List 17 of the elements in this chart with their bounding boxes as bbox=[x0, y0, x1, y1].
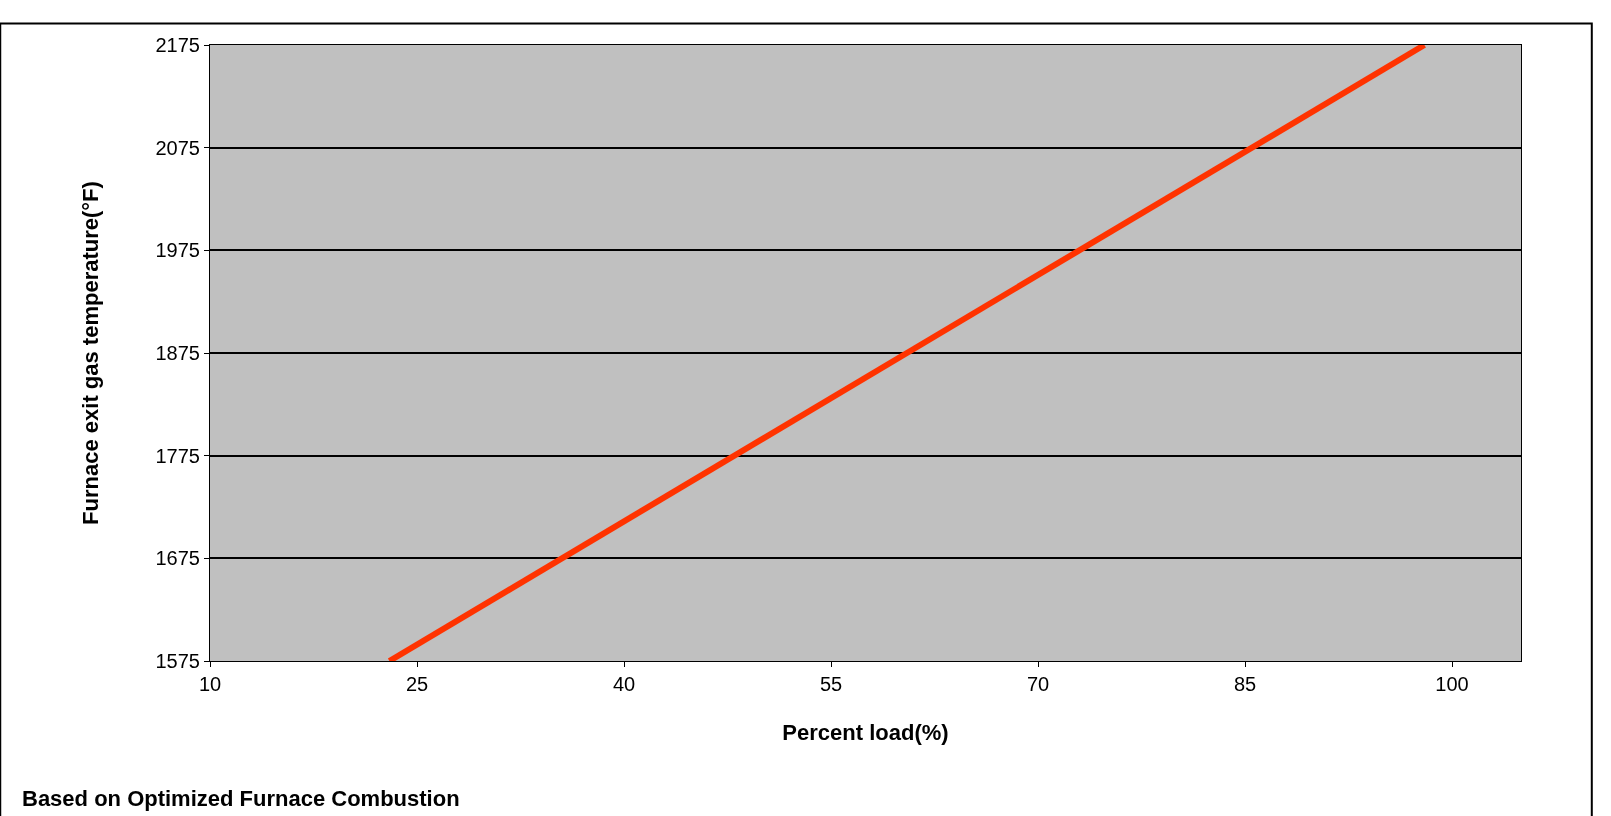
y-tick-label: 2175 bbox=[155, 34, 200, 56]
x-tick-label: 55 bbox=[819, 673, 843, 695]
x-tick-label: 85 bbox=[1233, 673, 1257, 695]
y-tick-label: 1875 bbox=[155, 342, 200, 364]
text: Based on Optimized Furnace Combustion bbox=[22, 786, 460, 811]
y-tick-label: 1975 bbox=[155, 239, 200, 262]
x-tick-label: 10 bbox=[198, 673, 222, 695]
x-tick-label: 100 bbox=[1435, 673, 1469, 695]
x-axis-title: Percent load(%) bbox=[782, 719, 949, 745]
y-tick-label: 2075 bbox=[155, 136, 200, 159]
y-tick-label: 1675 bbox=[155, 547, 200, 570]
y-tick-label: 1775 bbox=[155, 444, 200, 467]
x-tick-label: 70 bbox=[1026, 673, 1050, 695]
y-axis-title: Furnace exit gas temperature(°F) bbox=[78, 181, 104, 525]
x-tick-label: 25 bbox=[405, 673, 429, 695]
x-tick-label: 40 bbox=[612, 673, 636, 695]
y-tick-label: 1575 bbox=[155, 650, 200, 672]
